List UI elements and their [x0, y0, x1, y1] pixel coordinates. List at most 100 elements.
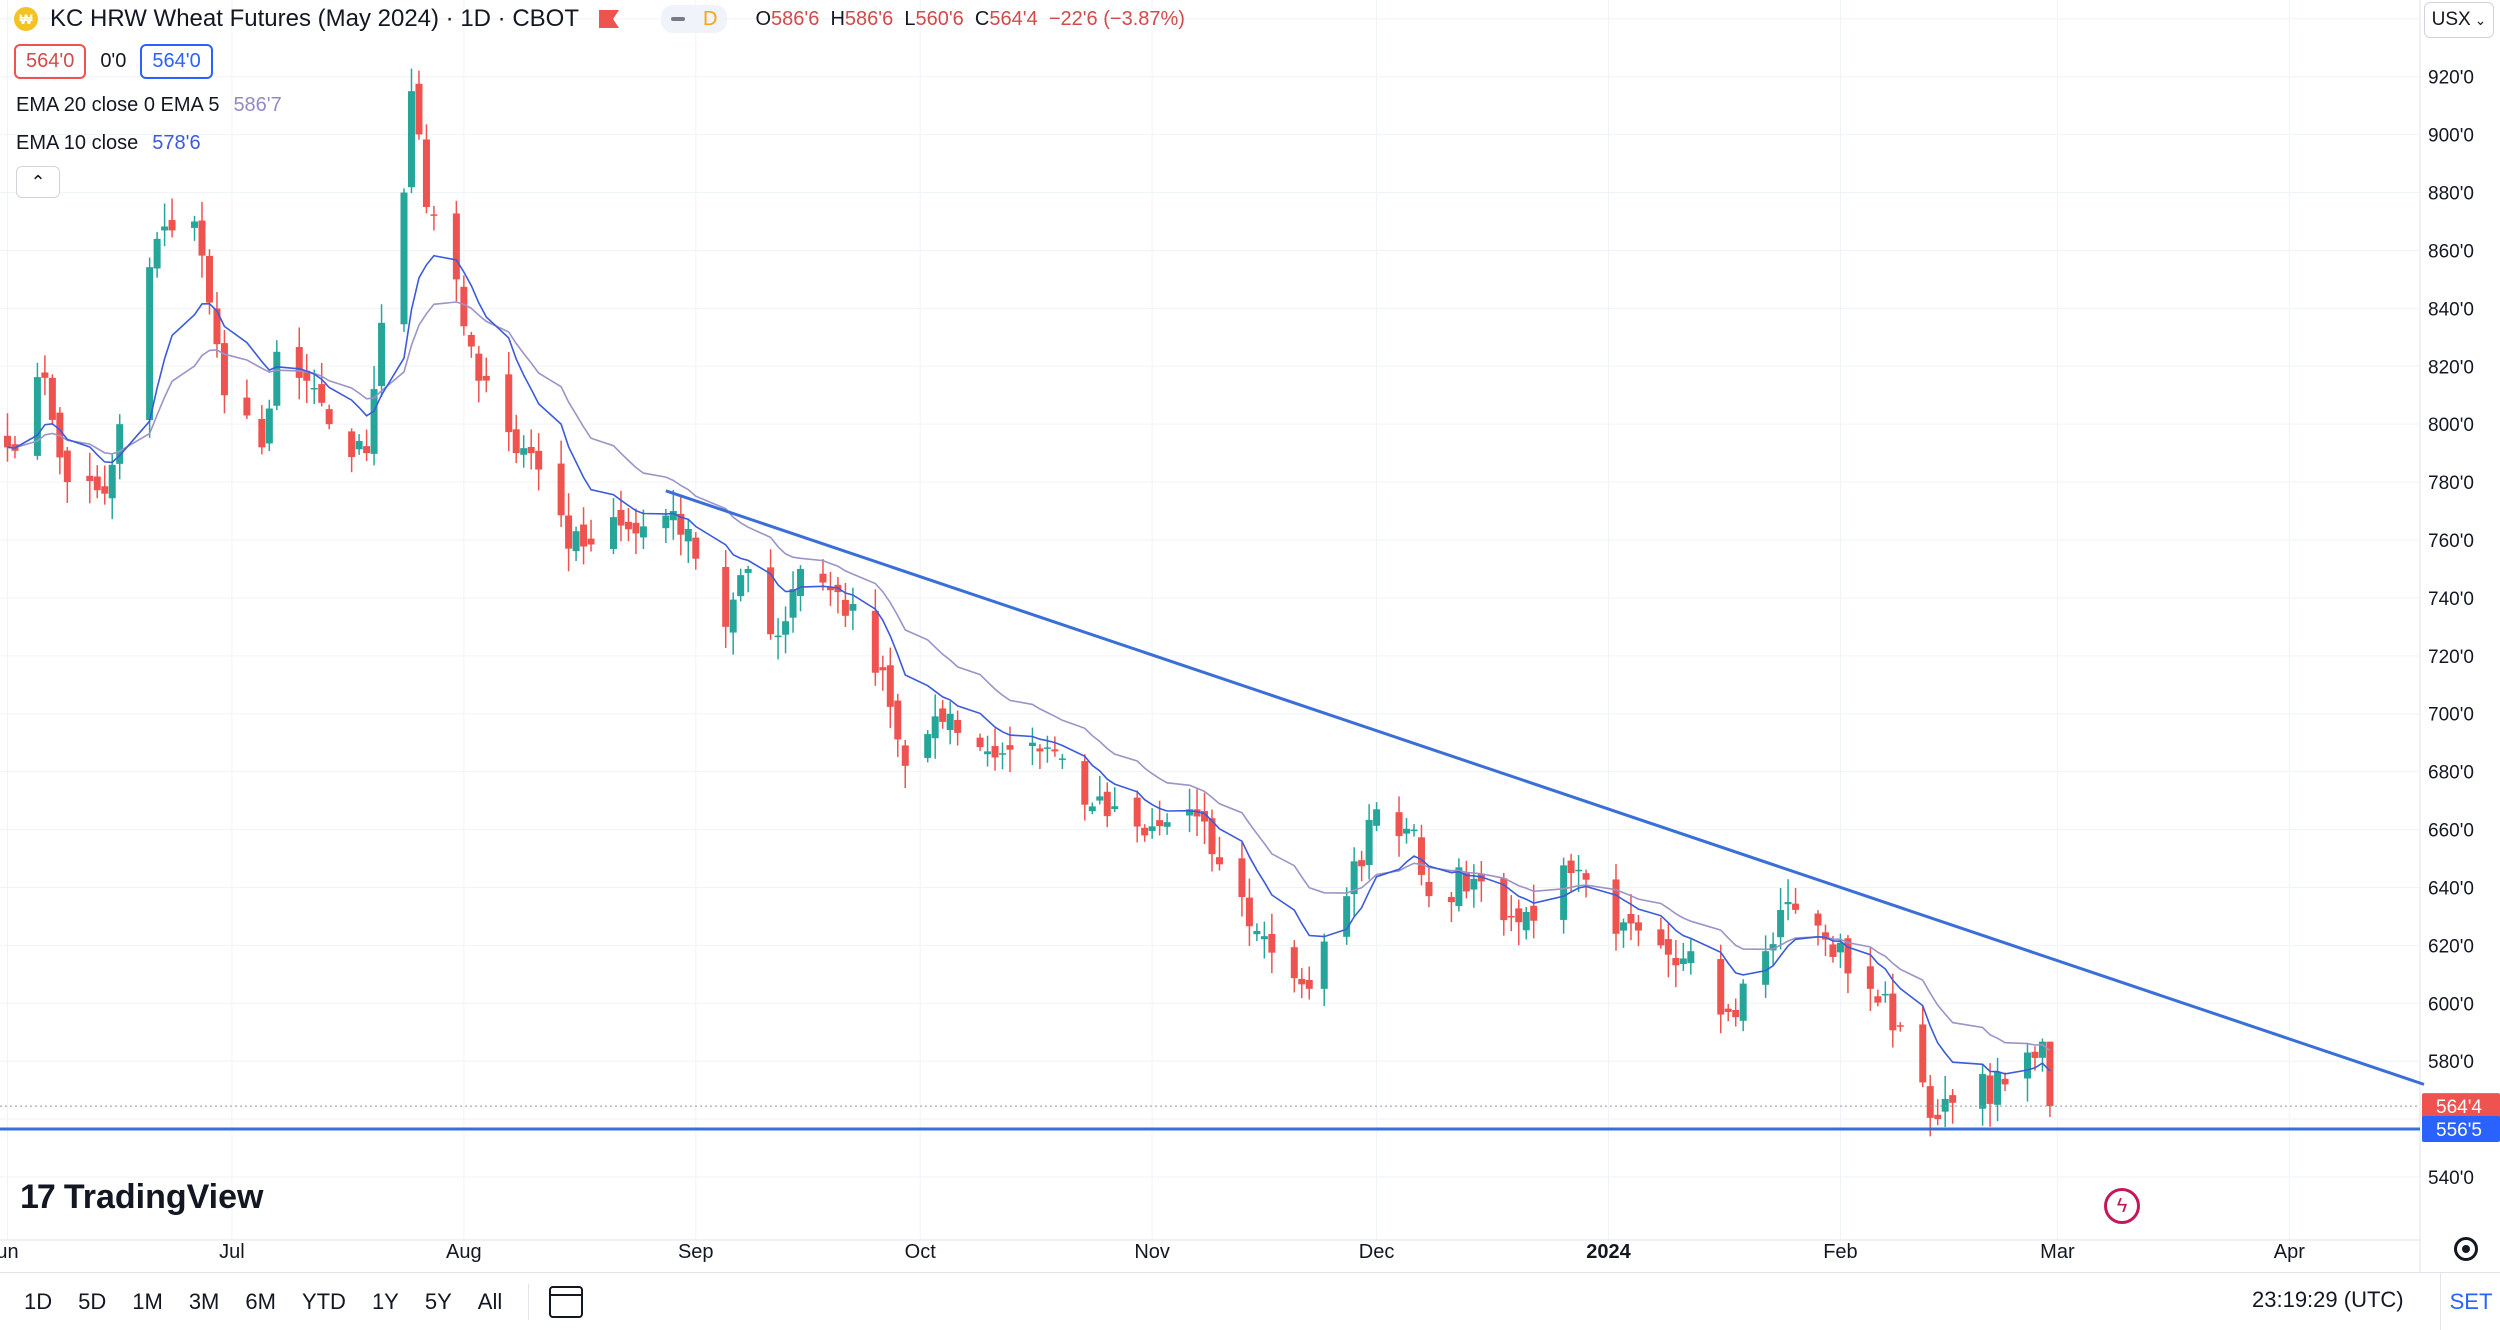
price-tick-label: 840'0	[2428, 299, 2474, 320]
candle-body	[879, 667, 887, 671]
candle-body	[1732, 1010, 1740, 1018]
candle-body	[2046, 1041, 2054, 1107]
tradingview-logo[interactable]: 17 TradingView	[20, 1178, 263, 1217]
flag-icon[interactable]	[599, 10, 620, 28]
candle-body	[1582, 873, 1590, 880]
candle-body	[1866, 966, 1874, 989]
settings-gear-icon[interactable]	[2454, 1237, 2478, 1261]
minus-icon	[671, 17, 686, 21]
candle-body	[1657, 929, 1665, 946]
indicator-value: 586'7	[233, 94, 282, 116]
bottom-toolbar: 1D 5D 1M 3M 6M YTD 1Y 5Y All 23:19:29 (U…	[0, 1272, 2500, 1330]
price-tick-label: 760'0	[2428, 531, 2474, 552]
candle-body	[205, 255, 213, 303]
candle-body	[1896, 1025, 1904, 1027]
candle-body	[1994, 1071, 2002, 1105]
buy-price-chip[interactable]: 564'0	[140, 44, 213, 79]
candle-body	[819, 573, 827, 583]
candle-body	[101, 486, 109, 494]
candle-body	[984, 751, 992, 755]
candle-body	[1215, 857, 1223, 865]
time-tick-label: Jul	[219, 1241, 245, 1263]
utc-clock[interactable]: 23:19:29 (UTC)	[2252, 1287, 2404, 1312]
currency-selector[interactable]: USX ⌄	[2424, 2, 2494, 38]
candle-body	[1619, 922, 1627, 931]
candle-body	[572, 531, 580, 552]
currency-label: USX	[2431, 9, 2471, 30]
chevron-up-icon: ⌃	[30, 171, 46, 192]
time-tick-label: Mar	[2040, 1241, 2075, 1263]
candle-body	[1926, 1086, 1934, 1118]
price-tick-label: 820'0	[2428, 357, 2474, 378]
indicator-ema-10[interactable]: EMA 10 close 578'6	[16, 132, 201, 155]
indicator-label: EMA 10 close	[16, 132, 139, 154]
time-tick-label: Dec	[1359, 1241, 1395, 1263]
candle-body	[475, 353, 483, 381]
range-1y-button[interactable]: 1Y	[371, 1288, 399, 1314]
ohlc-values: O586'6 H586'6 L560'6 C564'4 −22'6 (−3.87…	[755, 7, 1185, 30]
price-tick-label: 540'0	[2428, 1168, 2474, 1189]
chevron-down-icon: ⌄	[2474, 11, 2487, 28]
candle-body	[1949, 1095, 1957, 1103]
candle-body	[1141, 827, 1149, 836]
range-6m-button[interactable]: 6M	[245, 1288, 276, 1314]
symbol-title[interactable]: KC HRW Wheat Futures (May 2024) · 1D · C…	[50, 5, 580, 32]
candle-body	[744, 568, 752, 573]
range-5d-button[interactable]: 5D	[78, 1288, 107, 1314]
collapse-legend-button[interactable]: ⌃	[16, 166, 60, 198]
candle-body	[565, 515, 573, 549]
lightning-icon[interactable]: ϟ	[2104, 1188, 2140, 1224]
candle-body	[2031, 1051, 2039, 1058]
candle-body	[116, 424, 124, 464]
candle-body	[797, 568, 805, 596]
candle-body	[2023, 1052, 2031, 1079]
price-tick-label: 780'0	[2428, 473, 2474, 494]
candle-body	[1784, 901, 1792, 905]
data-status-chip[interactable]: D	[661, 5, 728, 33]
range-ytd-button[interactable]: YTD	[301, 1288, 346, 1314]
candle-body	[41, 372, 49, 378]
candle-body	[999, 753, 1007, 755]
candle-body	[295, 347, 303, 378]
candle-body	[1874, 996, 1882, 1003]
candle-body	[729, 599, 737, 633]
candle-body	[976, 737, 984, 748]
range-1m-button[interactable]: 1M	[132, 1288, 163, 1314]
range-1d-button[interactable]: 1D	[24, 1288, 53, 1314]
candle-body	[639, 526, 647, 538]
range-3m-button[interactable]: 3M	[188, 1288, 220, 1314]
candle-body	[662, 515, 670, 529]
candle-body	[789, 589, 797, 618]
indicator-value: 578'6	[152, 132, 201, 154]
candle-body	[1343, 896, 1351, 937]
candles	[3, 68, 2054, 1137]
price-tick-label: 700'0	[2428, 705, 2474, 726]
price-tick-label: 920'0	[2428, 68, 2474, 89]
candle-body	[774, 635, 782, 638]
candle-body	[1133, 797, 1141, 827]
candle-body	[2038, 1041, 2046, 1058]
indicator-label: EMA 20 close 0 EMA 5	[16, 94, 220, 116]
toolbar-divider	[528, 1283, 530, 1320]
candle-body	[1986, 1075, 1994, 1104]
calendar-icon[interactable]	[549, 1285, 584, 1318]
candle-body	[1634, 922, 1642, 931]
sell-price-chip[interactable]: 564'0	[14, 44, 87, 79]
candle-body	[991, 746, 999, 758]
candle-body	[1006, 745, 1014, 750]
candle-body	[63, 450, 71, 483]
last-price-tag: 564'4	[2436, 1097, 2482, 1118]
candle-body	[1201, 811, 1209, 822]
indicator-ema-20[interactable]: EMA 20 close 0 EMA 5 586'7	[16, 94, 282, 117]
time-tick-label: 2024	[1586, 1241, 1631, 1263]
time-axis: un Jul Aug Sep Oct Nov Dec 2024 Feb Mar Apr	[0, 1241, 2305, 1263]
candle-body	[1821, 932, 1829, 940]
candle-body	[191, 221, 199, 228]
candle-body	[841, 599, 849, 616]
candle-body	[33, 377, 41, 456]
range-all-button[interactable]: All	[477, 1288, 503, 1314]
set-button[interactable]: SET	[2440, 1273, 2500, 1330]
range-5y-button[interactable]: 5Y	[424, 1288, 452, 1314]
candle-body	[1403, 828, 1411, 834]
